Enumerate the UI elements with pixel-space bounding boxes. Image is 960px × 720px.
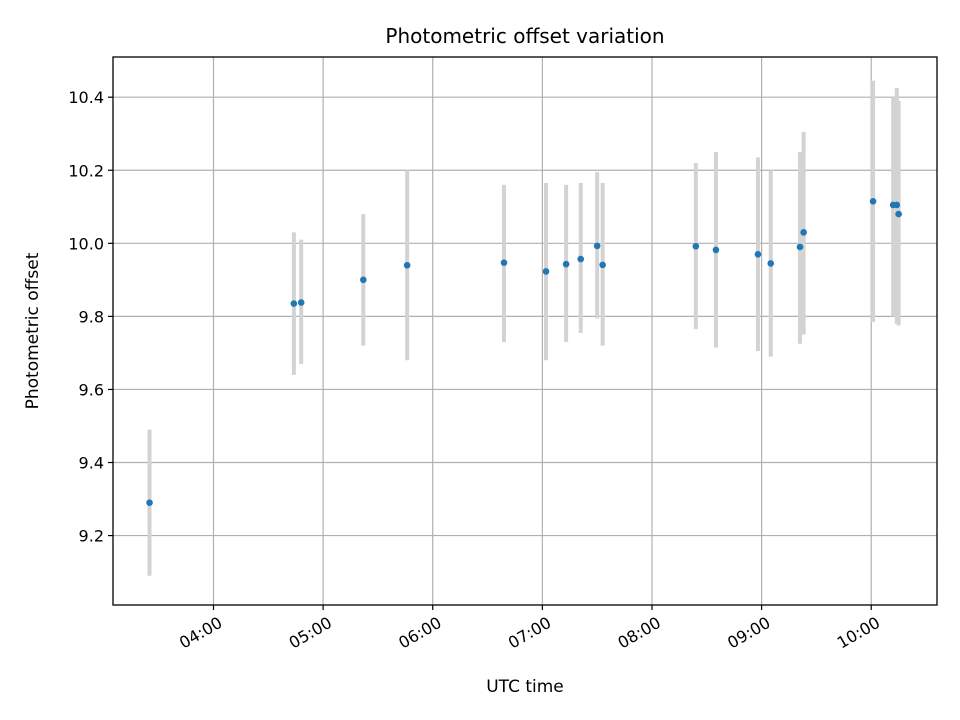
plot-frame [112,56,938,606]
y-axis-title: Photometric offset [23,252,43,409]
data-point [599,261,606,269]
data-point [542,268,550,275]
data-point [360,276,367,284]
x-axis-title: UTC time [486,677,564,697]
y-tick-label: 9.6 [79,380,104,399]
chart-title: Photometric offset variation [385,24,664,48]
data-point [767,260,775,267]
data-point [500,259,508,266]
data-point [146,499,153,507]
y-axis-ticks: 9.2 9.4 9.6 9.8 10.0 10.2 10.4 [68,88,113,546]
y-tick-label: 9.8 [79,307,104,326]
data-point [895,210,902,218]
data-point [796,243,804,251]
data-point [692,242,700,250]
data-point [800,229,807,236]
data-point [893,201,901,209]
y-tick-label: 10.0 [68,234,104,253]
y-tick-label: 10.4 [68,88,104,107]
data-point [754,250,762,258]
data-point [712,246,720,254]
data-point [297,299,305,306]
data-point [403,261,411,269]
data-point [290,300,298,307]
y-tick-label: 9.2 [79,527,104,546]
data-point [562,260,570,268]
y-tick-label: 9.4 [79,454,104,473]
data-points [146,198,902,507]
data-point [869,198,877,205]
data-point [593,242,601,250]
data-point [577,255,585,263]
y-tick-label: 10.2 [68,161,104,180]
